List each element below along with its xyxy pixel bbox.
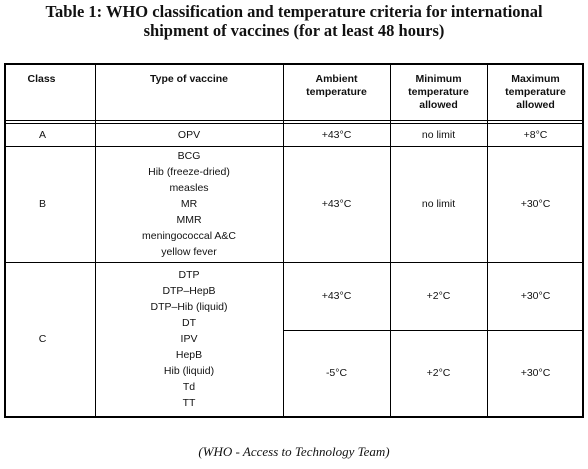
class-cell: B	[38, 198, 46, 210]
header-cell: Type of vaccine	[149, 73, 228, 85]
rule	[4, 123, 584, 124]
class-cell: A	[38, 128, 46, 141]
vaccine: DTP–HepB	[162, 285, 216, 297]
header-cell: Maximum temperature allowed	[505, 73, 566, 111]
ambient-cell: +43°C	[321, 198, 352, 210]
minimum-cell: +2°C	[426, 367, 451, 380]
vaccine: DTP–Hib (liquid)	[150, 301, 228, 313]
rule	[4, 146, 584, 147]
rule	[283, 330, 584, 331]
vaccine: Td	[182, 381, 196, 393]
ambient-cell: -5°C	[325, 367, 348, 380]
maximum-cell: +30°C	[520, 367, 551, 380]
minimum-cell: no limit	[421, 198, 456, 210]
vaccine: DTP	[178, 269, 200, 281]
ambient-cell: +43°C	[321, 128, 352, 141]
caption: (WHO - Access to Technology Team)	[198, 444, 390, 459]
rule	[4, 63, 584, 65]
rule	[582, 63, 584, 418]
rule	[4, 416, 584, 418]
class-cell: C	[38, 333, 47, 345]
maximum-cell: +30°C	[520, 198, 551, 210]
vaccine: Hib (liquid)	[163, 365, 215, 377]
header-cell: Class	[27, 73, 56, 85]
vaccine: TT	[182, 397, 196, 409]
title-line: shipment of vaccines (for at least 48 ho…	[143, 21, 445, 40]
maximum-cell: +30°C	[520, 290, 551, 303]
rule	[95, 63, 96, 418]
vaccine: DT	[182, 317, 196, 329]
vaccine: HepB	[175, 349, 203, 361]
header-cell: Ambient temperature	[306, 73, 367, 98]
vaccine: OPV	[177, 128, 201, 141]
vaccine: meningococcal A&C	[142, 230, 236, 242]
rule	[283, 63, 284, 418]
vaccine: yellow fever	[161, 246, 217, 258]
header-cell: Minimum temperature allowed	[408, 73, 469, 111]
vaccine: BCG	[177, 150, 201, 162]
vaccine-cell: OPV	[95, 123, 283, 146]
rule	[487, 63, 488, 418]
vaccine: IPV	[180, 333, 198, 345]
vaccine: MR	[180, 198, 198, 210]
rule	[4, 120, 584, 121]
vaccine-cell: BCG Hib (freeze-dried) measles MR MMR meningo…	[95, 146, 283, 262]
rule	[390, 63, 391, 418]
ambient-cell: +43°C	[321, 290, 352, 303]
minimum-cell: no limit	[421, 128, 456, 141]
rule	[4, 63, 6, 418]
title-line: Table 1: WHO classification and temperat…	[45, 2, 543, 21]
vaccine: Hib (freeze-dried)	[148, 166, 230, 178]
vaccine: measles	[169, 182, 209, 194]
maximum-cell: +8°C	[523, 128, 548, 141]
vaccine-cell: DTP DTP–HepB DTP–Hib (liquid) DT IPV HepB Hib …	[95, 262, 283, 416]
rule	[4, 262, 584, 263]
minimum-cell: +2°C	[426, 290, 451, 303]
vaccine: MMR	[176, 214, 202, 226]
